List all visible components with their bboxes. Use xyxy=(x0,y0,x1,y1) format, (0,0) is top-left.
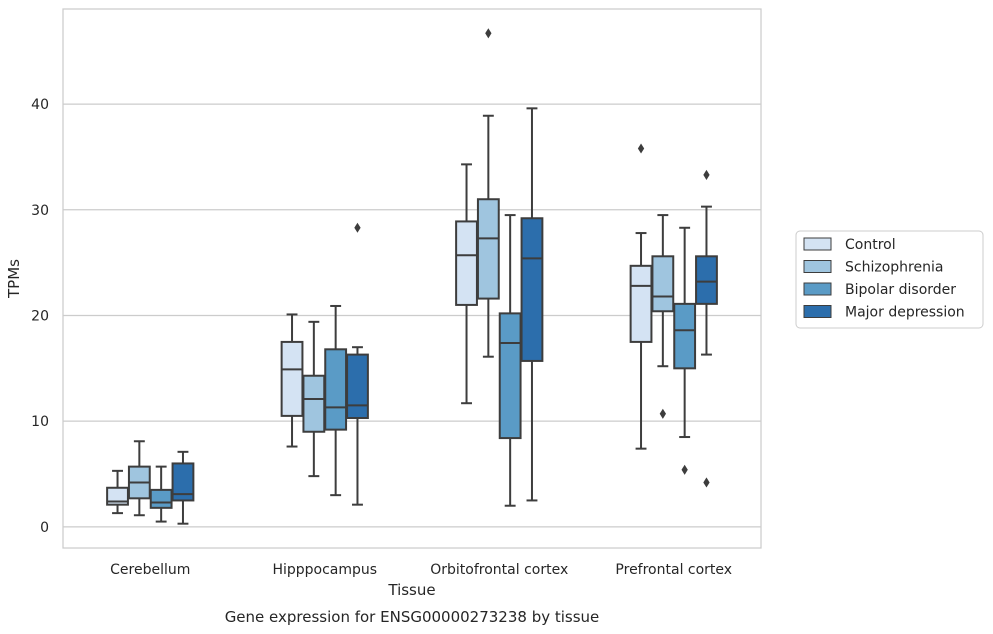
box xyxy=(324,304,348,497)
box-series xyxy=(106,28,718,525)
y-tick-label: 40 xyxy=(31,97,49,113)
box xyxy=(302,320,326,478)
outlier-point xyxy=(681,464,688,475)
chart-caption: Gene expression for ENSG00000273238 by t… xyxy=(225,608,600,626)
outlier-point xyxy=(485,28,492,39)
y-tick-label: 20 xyxy=(31,308,49,324)
box xyxy=(673,226,697,475)
outlier-point xyxy=(703,169,710,180)
box xyxy=(127,440,151,517)
box xyxy=(476,28,500,358)
box xyxy=(149,465,173,523)
box-iqr xyxy=(171,462,195,502)
legend-label: Schizophrenia xyxy=(845,260,943,276)
gridlines xyxy=(63,103,761,528)
legend-label: Control xyxy=(845,237,896,253)
box-iqr xyxy=(520,217,544,362)
x-tick-label: Prefrontal cortex xyxy=(615,562,732,578)
box-iqr xyxy=(455,220,478,306)
legend-swatch xyxy=(803,260,832,273)
legend-label: Major depression xyxy=(845,305,965,321)
box xyxy=(629,143,653,450)
box-iqr xyxy=(476,198,500,300)
legend: Control Schizophrenia Bipolar disorder Majo… xyxy=(795,230,984,329)
outlier-point xyxy=(659,408,666,419)
box-iqr xyxy=(629,264,653,343)
legend-swatch xyxy=(803,282,832,296)
box xyxy=(651,214,675,419)
box xyxy=(280,313,304,448)
y-tick-label: 0 xyxy=(40,520,49,536)
x-axis-ticks: Cerebellum Hipppocampus Orbitofrontal cort… xyxy=(110,562,732,578)
x-axis-title: Tissue xyxy=(387,581,435,599)
box-iqr xyxy=(346,353,369,420)
outlier-point xyxy=(703,477,710,488)
x-tick-label: Cerebellum xyxy=(110,562,190,578)
box xyxy=(695,169,718,488)
box-iqr xyxy=(498,312,522,440)
box-iqr xyxy=(302,374,326,433)
y-axis-ticks: 0 10 20 30 40 xyxy=(31,97,49,536)
box-iqr xyxy=(695,255,718,305)
box-iqr xyxy=(149,488,173,509)
y-axis-title: TPMs xyxy=(5,259,23,299)
box-iqr xyxy=(324,348,348,431)
outlier-point xyxy=(637,143,645,154)
box xyxy=(346,222,369,506)
box-iqr xyxy=(280,340,304,417)
box xyxy=(520,107,544,502)
y-tick-label: 30 xyxy=(31,203,49,219)
box xyxy=(455,163,478,405)
y-tick-label: 10 xyxy=(31,414,49,430)
box xyxy=(498,214,522,507)
plot-frame xyxy=(62,8,762,549)
legend-frame xyxy=(795,230,984,329)
legend-swatch xyxy=(803,237,832,251)
legend-label: Bipolar disorder xyxy=(845,282,956,298)
legend-swatch xyxy=(803,305,832,318)
box-iqr xyxy=(651,255,675,313)
box xyxy=(106,469,129,515)
outlier-point xyxy=(354,222,361,233)
x-tick-label: Hipppocampus xyxy=(272,562,377,578)
box xyxy=(171,450,195,525)
x-tick-label: Orbitofrontal cortex xyxy=(430,562,568,578)
box-iqr xyxy=(673,302,697,370)
